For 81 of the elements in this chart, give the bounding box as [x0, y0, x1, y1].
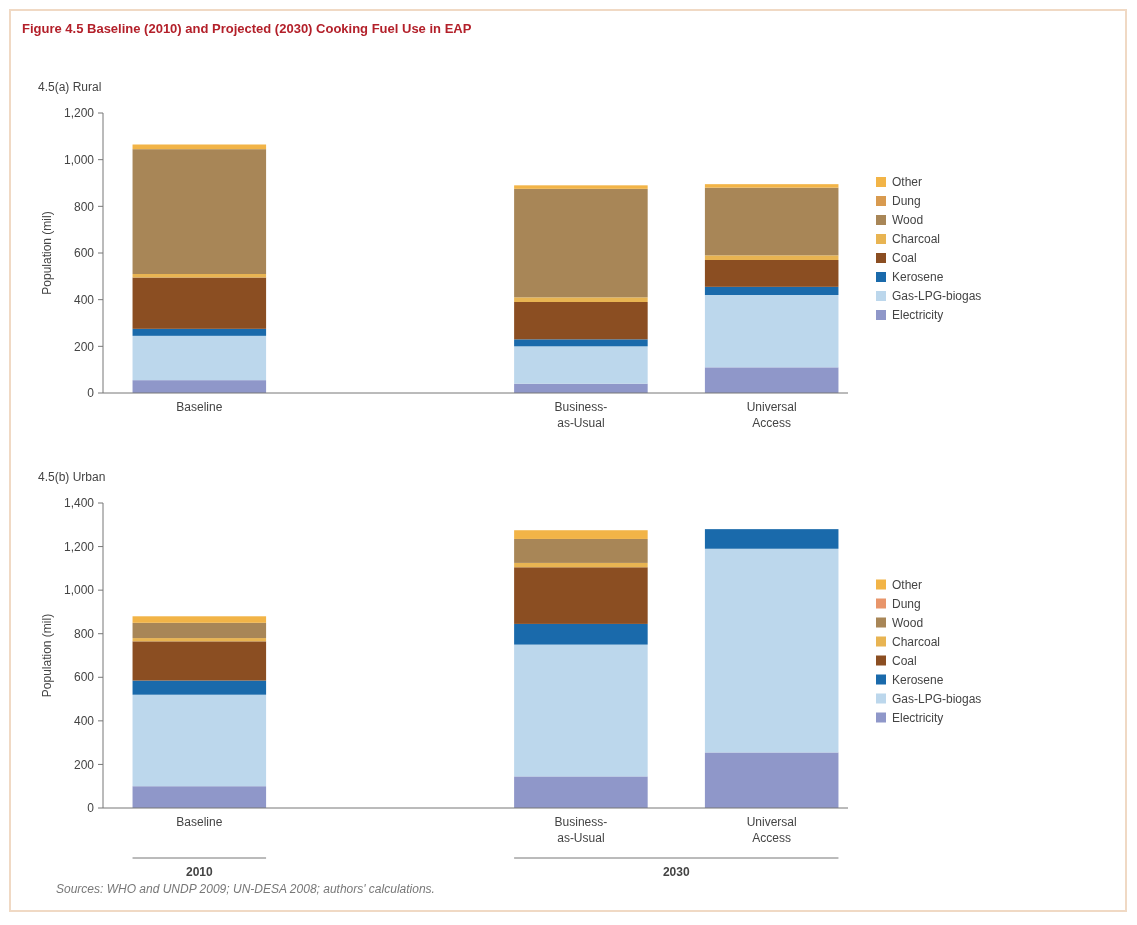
- y-tick-label: 0: [87, 801, 95, 816]
- legend-label: Electricity: [892, 308, 944, 323]
- legend-label: Kerosene: [892, 270, 944, 285]
- x-tick-label: Universal Access: [746, 400, 797, 430]
- y-tick-label: 400: [73, 292, 95, 307]
- y-tick-label: 1,200: [63, 106, 95, 121]
- legend-label: Coal: [892, 653, 917, 668]
- chart-title: Figure 4.5 Baseline (2010) and Projected (2030) Cooking Fuel Use in EAP: [22, 21, 472, 36]
- bar: [514, 339, 648, 347]
- y-tick-label: 800: [73, 199, 95, 214]
- bar: [514, 776, 648, 808]
- bar: [514, 302, 648, 340]
- x-tick-label: Business-as-Usual: [554, 400, 608, 430]
- bar: [132, 638, 267, 642]
- legend-label: Dung: [892, 596, 921, 611]
- y-tick-label: 1,000: [63, 583, 95, 598]
- legend-label: Coal: [892, 251, 917, 266]
- bar: [132, 277, 267, 329]
- bar: [132, 328, 267, 336]
- bar: [132, 335, 267, 381]
- x-tick-label: Baseline: [176, 400, 223, 414]
- text: 2010: [185, 865, 213, 879]
- y-tick-label: 200: [73, 339, 95, 354]
- y-tick-label: 200: [73, 757, 95, 772]
- bar: [514, 188, 648, 298]
- bar: [514, 530, 648, 539]
- x-tick-label: Universal Access: [746, 815, 797, 845]
- chart-subtitle: 4.5(a) Rural: [38, 80, 102, 94]
- bar: [514, 623, 648, 645]
- bar: [514, 644, 648, 777]
- bar: [704, 286, 839, 295]
- legend-label: Other: [892, 577, 923, 592]
- bar: [132, 149, 267, 274]
- legend-label: Kerosene: [892, 672, 944, 687]
- bar: [704, 184, 839, 188]
- y-tick-label: 1,000: [63, 152, 95, 167]
- y-tick-label: 0: [87, 386, 95, 401]
- bar: [514, 297, 648, 302]
- bar: [132, 641, 267, 681]
- y-axis-title: Population (mil): [40, 211, 54, 295]
- legend-label: Dung: [892, 194, 921, 209]
- y-tick-label: 600: [73, 246, 95, 261]
- bar: [704, 548, 839, 753]
- y-axis-title: Population (mil): [40, 613, 54, 698]
- legend-label: Charcoal: [892, 634, 941, 649]
- bar: [514, 562, 648, 568]
- bar: [132, 274, 267, 278]
- bar: [514, 538, 648, 563]
- legend-label: Other: [892, 175, 923, 190]
- bar: [514, 185, 648, 189]
- bar: [514, 567, 648, 624]
- y-tick-label: 600: [73, 670, 95, 685]
- chart-subtitle: 4.5(b) Urban: [38, 470, 106, 484]
- bar: [704, 295, 839, 368]
- bar: [704, 367, 839, 393]
- bar: [132, 380, 267, 393]
- bar: [704, 529, 839, 549]
- y-tick-label: 400: [73, 714, 95, 729]
- bar: [704, 260, 839, 287]
- bar: [704, 255, 839, 260]
- bar: [132, 622, 267, 639]
- bar: [132, 694, 267, 787]
- bar: [132, 786, 267, 808]
- bar: [132, 616, 267, 623]
- legend-label: Wood: [892, 615, 924, 630]
- y-tick-label: 800: [73, 626, 95, 641]
- legend-label: Charcoal: [892, 232, 941, 247]
- source-note: Sources: WHO and UNDP 2009; UN-DESA 2008; authors' calculations.: [56, 882, 435, 896]
- bar: [514, 346, 648, 384]
- x-tick-label: Business-as-Usual: [554, 815, 608, 845]
- bar: [132, 680, 267, 695]
- x-tick-label: Baseline: [176, 815, 223, 829]
- legend-label: Wood: [892, 213, 924, 228]
- y-tick-label: 1,400: [63, 496, 95, 511]
- bar: [704, 752, 839, 808]
- bar: [704, 187, 839, 256]
- legend-label: Gas-LPG-biogas: [892, 289, 982, 304]
- text: 2030: [662, 865, 690, 879]
- legend-label: Electricity: [892, 710, 944, 725]
- y-tick-label: 1,200: [63, 539, 95, 554]
- legend-label: Gas-LPG-biogas: [892, 691, 982, 706]
